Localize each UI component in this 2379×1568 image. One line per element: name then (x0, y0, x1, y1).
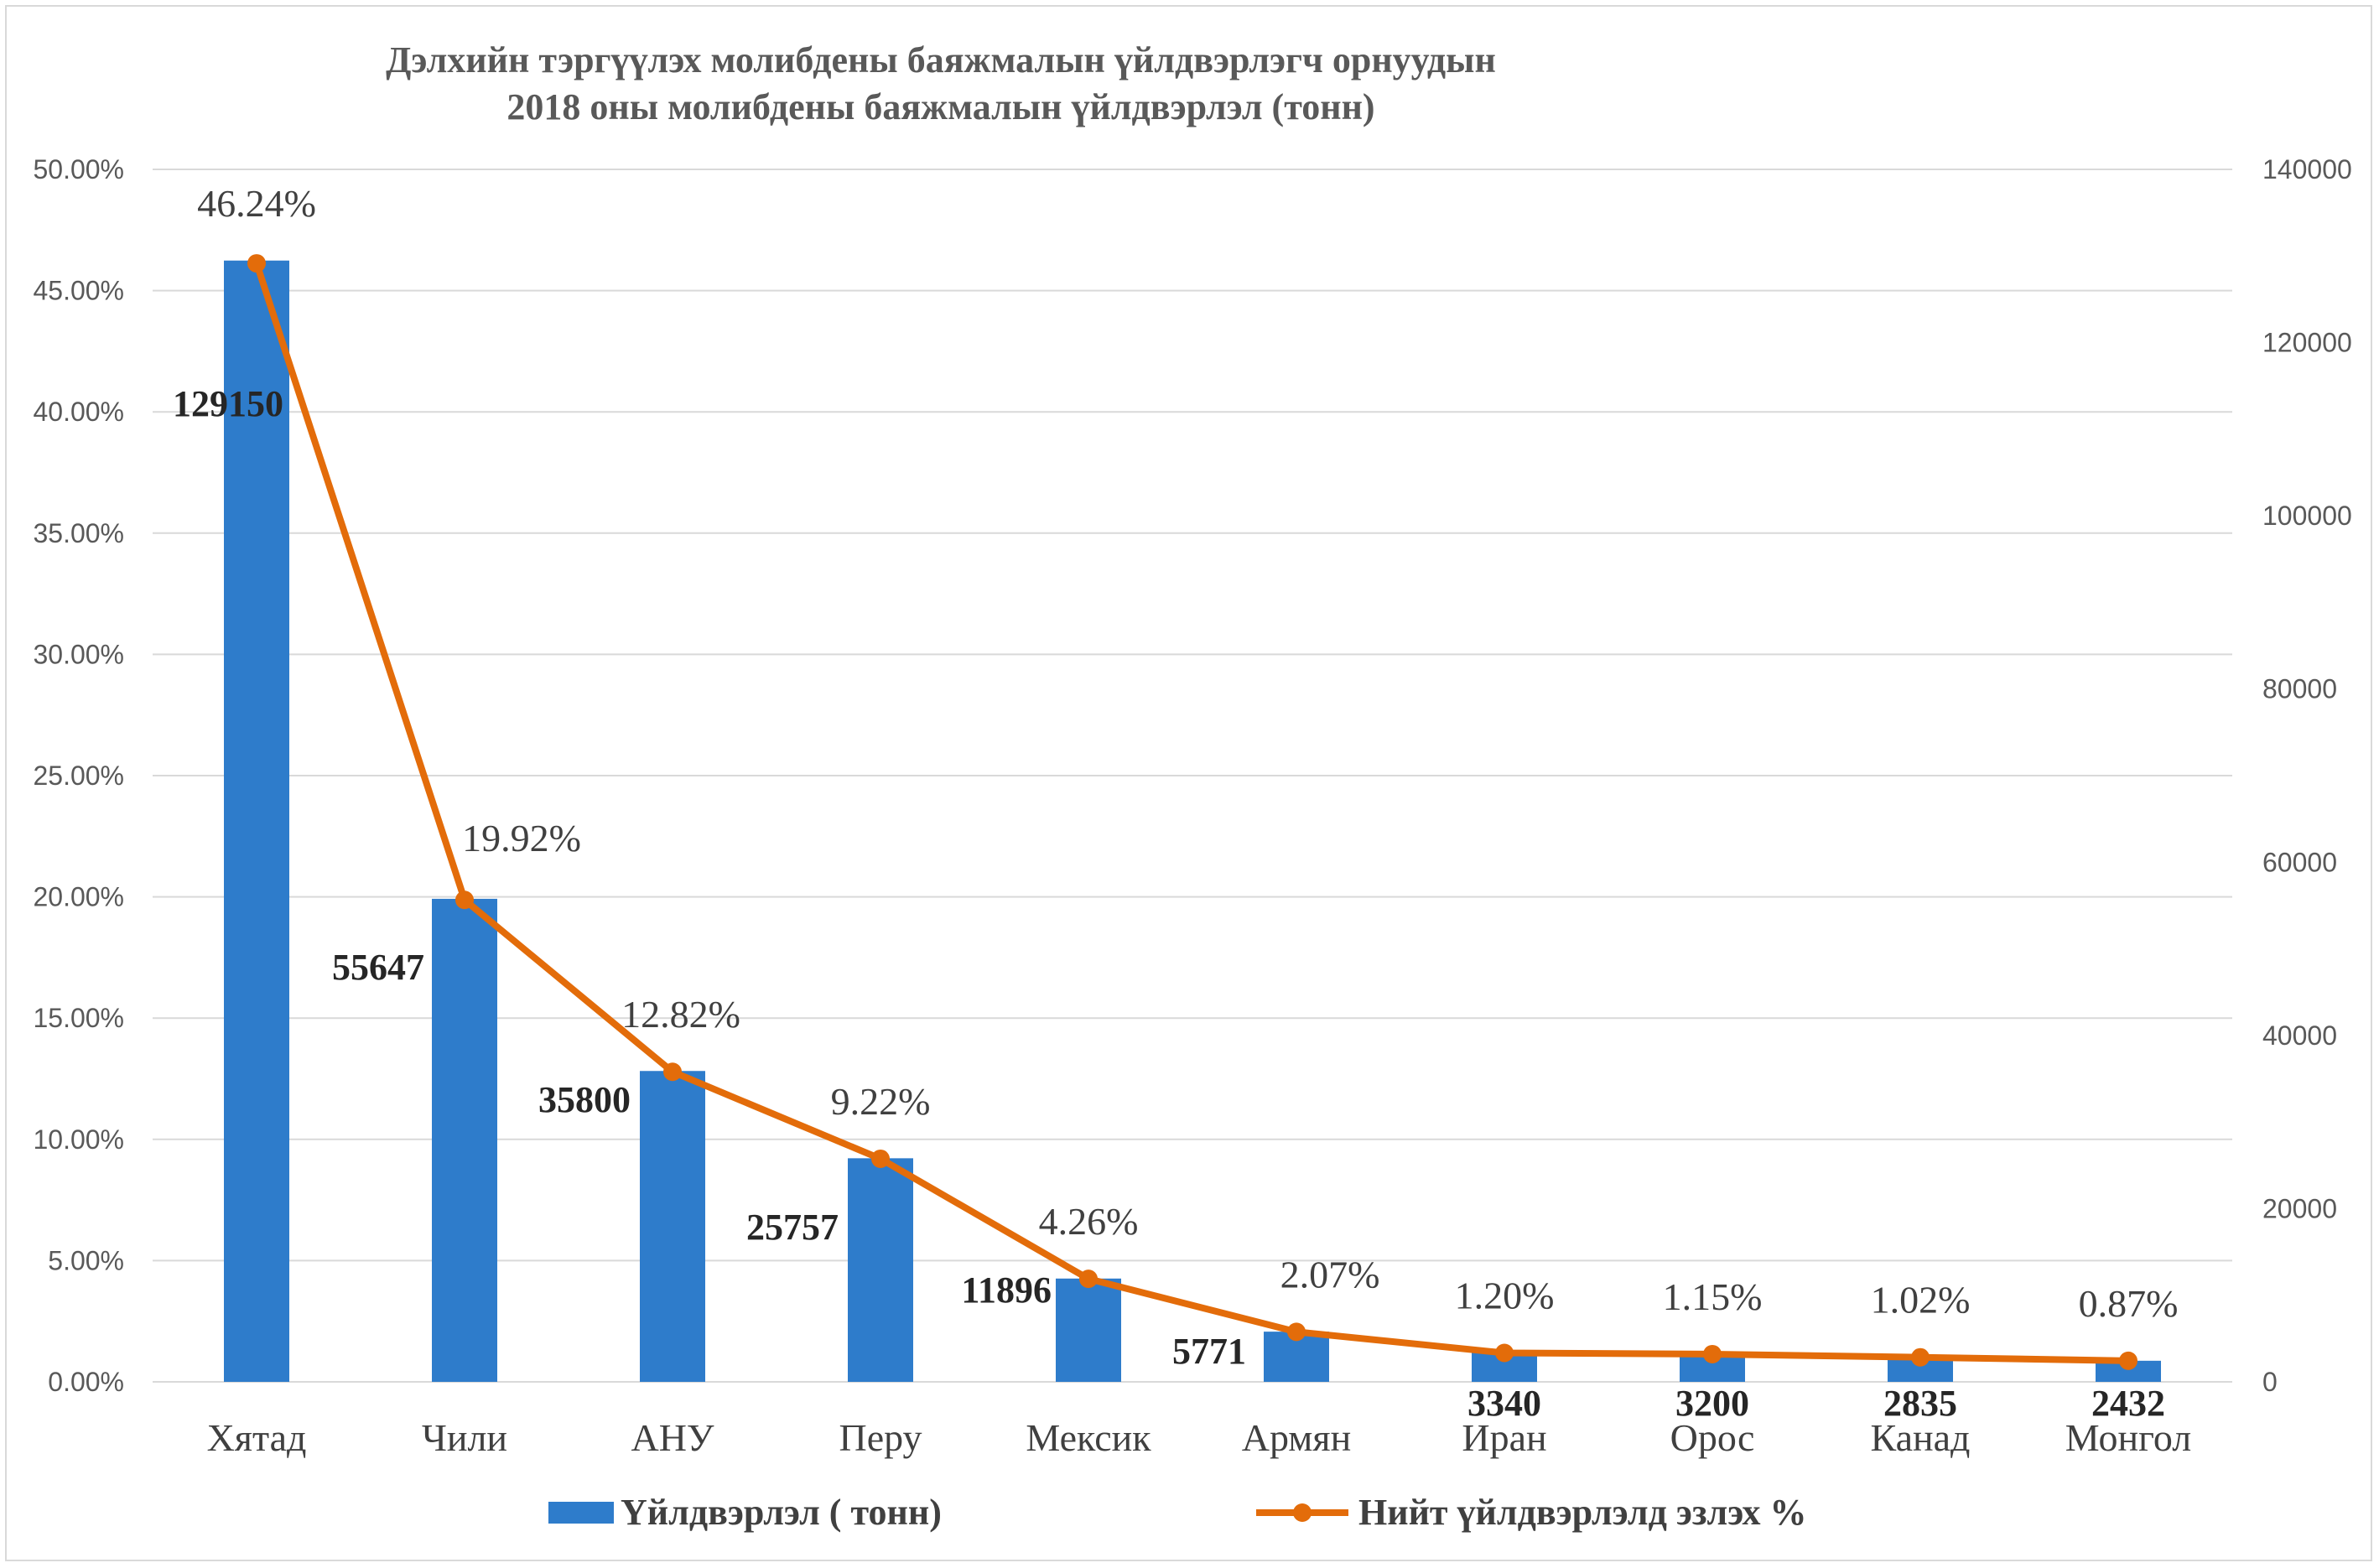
line-point (455, 890, 474, 910)
line-point (871, 1149, 890, 1168)
left-axis-tick-label: 40.00% (33, 397, 124, 427)
line-value-label: 2.07% (1280, 1253, 1380, 1295)
gridlines (153, 169, 2232, 1383)
category-axis: Хятад Чили АНУ Перу Мексик Армян Иран Орос Канад… (207, 1416, 2192, 1459)
chart-canvas: Дэлхийн тэргүүлэх молибдены баяжмалын үй… (33, 39, 2352, 1533)
bar-value-label: 25757 (746, 1207, 839, 1248)
left-axis: 0.00% 5.00% 10.00% 15.00% 20.00% 25.00% 30.00%… (33, 154, 124, 1397)
line-point (1495, 1343, 1514, 1363)
left-axis-tick-label: 45.00% (33, 276, 124, 306)
left-axis-tick-label: 10.00% (33, 1124, 124, 1155)
bar-value-label: 3200 (1675, 1383, 1749, 1424)
legend-line-label: Нийт үйлдвэрлэлд эзлэх % (1358, 1492, 1807, 1533)
line-point (1703, 1344, 1722, 1363)
category-label: Монгол (2065, 1416, 2191, 1459)
line-point (1287, 1322, 1306, 1342)
series-line (253, 262, 2129, 1364)
bar (848, 1158, 913, 1382)
right-axis-tick-label: 140000 (2262, 154, 2352, 184)
category-label: Орос (1670, 1416, 1755, 1459)
left-axis-tick-label: 30.00% (33, 639, 124, 669)
category-label: АНУ (631, 1416, 714, 1459)
line-series (247, 254, 2137, 1370)
chart-title-line-1: Дэлхийн тэргүүлэх молибдены баяжмалын үй… (386, 39, 1496, 80)
line-value-label: 19.92% (462, 817, 581, 859)
bar-value-label: 2432 (2091, 1383, 2165, 1424)
category-label: Армян (1242, 1416, 1351, 1459)
legend-bar-swatch (548, 1502, 614, 1524)
bar-value-label: 5771 (1172, 1331, 1246, 1372)
left-axis-tick-label: 5.00% (48, 1245, 124, 1275)
bar-value-label: 129150 (173, 383, 283, 424)
line-value-label: 46.24% (197, 182, 316, 225)
bar (224, 260, 289, 1382)
line-value-label: 1.02% (1871, 1279, 1971, 1321)
right-axis-tick-label: 0 (2262, 1367, 2278, 1397)
bar (432, 898, 497, 1382)
line-point (1079, 1269, 1098, 1289)
line-value-label: 1.20% (1455, 1275, 1555, 1317)
data-labels: 129150 55647 35800 25757 11896 5771 3340 3200 28… (173, 182, 2178, 1424)
line-point (2119, 1351, 2137, 1370)
category-label: Мексик (1026, 1416, 1151, 1459)
right-axis-tick-label: 120000 (2262, 328, 2352, 358)
line-value-label: 12.82% (621, 993, 740, 1036)
category-label: Чили (422, 1416, 507, 1459)
right-axis-tick-label: 100000 (2262, 501, 2352, 531)
bar-series (224, 260, 2161, 1382)
right-axis-tick-label: 60000 (2262, 847, 2337, 877)
chart-title-line-2: 2018 оны молибдены баяжмалын үйлдвэрлэл … (506, 86, 1374, 127)
line-point (663, 1062, 682, 1082)
line-value-label: 1.15% (1663, 1275, 1763, 1318)
category-label: Хятад (207, 1416, 307, 1459)
left-axis-tick-label: 50.00% (33, 154, 124, 184)
bar (1056, 1278, 1121, 1382)
right-axis-tick-label: 40000 (2262, 1020, 2337, 1051)
category-label: Канад (1871, 1416, 1971, 1459)
bar (640, 1071, 705, 1382)
bar-value-label: 55647 (332, 947, 424, 988)
legend-line-marker (1293, 1503, 1312, 1522)
line-point (247, 254, 266, 273)
right-axis-tick-label: 20000 (2262, 1193, 2337, 1223)
line-value-label: 9.22% (831, 1080, 931, 1123)
bar-value-label: 35800 (538, 1079, 631, 1120)
chart-frame: Дэлхийн тэргүүлэх молибдены баяжмалын үй… (5, 5, 2372, 1561)
left-axis-tick-label: 35.00% (33, 518, 124, 548)
bar-value-label: 11896 (961, 1269, 1052, 1311)
category-label: Перу (839, 1416, 922, 1459)
line-value-label: 4.26% (1039, 1200, 1139, 1243)
right-axis: 0 20000 40000 60000 80000 100000 120000 140000 (2262, 154, 2352, 1397)
category-label: Иран (1462, 1416, 1546, 1459)
line-value-label: 0.87% (2079, 1282, 2179, 1325)
legend-bar-label: Үйлдвэрлэл ( тонн) (621, 1492, 942, 1533)
right-axis-tick-label: 80000 (2262, 674, 2337, 704)
bar-value-label: 3340 (1467, 1383, 1541, 1424)
bar-value-label: 2835 (1883, 1383, 1957, 1424)
left-axis-tick-label: 0.00% (48, 1367, 124, 1397)
left-axis-tick-label: 20.00% (33, 882, 124, 912)
left-axis-tick-label: 25.00% (33, 761, 124, 791)
legend: Үйлдвэрлэл ( тонн) Нийт үйлдвэрлэлд эзлэ… (548, 1492, 1807, 1533)
left-axis-tick-label: 15.00% (33, 1003, 124, 1033)
line-point (1911, 1347, 1930, 1367)
